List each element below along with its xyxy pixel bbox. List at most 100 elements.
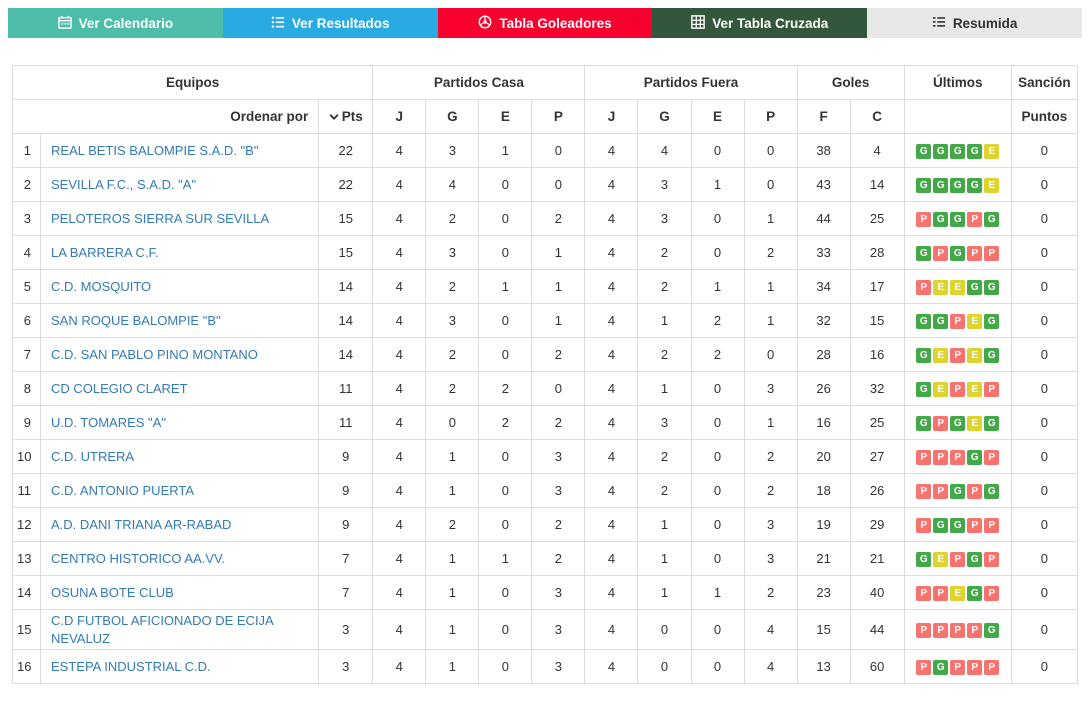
form-badge: P bbox=[967, 483, 983, 499]
header-partidos-casa: Partidos Casa bbox=[372, 65, 586, 100]
team-link[interactable]: SAN ROQUE BALOMPIE "B" bbox=[51, 312, 221, 328]
row-sanction-points: 0 bbox=[1010, 405, 1079, 440]
row-team-cell: A.D. DANI TRIANA AR-RABAD bbox=[40, 507, 320, 542]
team-link[interactable]: ESTEPA INDUSTRIAL C.D. bbox=[51, 658, 211, 674]
team-link[interactable]: SEVILLA F.C., S.A.D. "A" bbox=[51, 176, 197, 192]
row-sanction-points: 0 bbox=[1010, 575, 1079, 610]
team-link[interactable]: PELOTEROS SIERRA SUR SEVILLA bbox=[51, 210, 270, 226]
row-position: 13 bbox=[11, 541, 42, 576]
row-sanction-points: 0 bbox=[1010, 439, 1079, 474]
row-fuera-p: 1 bbox=[743, 269, 798, 304]
team-link[interactable]: C.D. MOSQUITO bbox=[51, 278, 152, 294]
row-sanction-points: 0 bbox=[1010, 608, 1079, 651]
team-link[interactable]: LA BARRERA C.F. bbox=[51, 244, 159, 260]
form-badge: E bbox=[933, 551, 949, 567]
team-link[interactable]: U.D. TOMARES "A" bbox=[51, 414, 166, 430]
row-team-cell: C.D. ANTONIO PUERTA bbox=[40, 473, 320, 508]
row-team-cell: C.D. SAN PABLO PINO MONTANO bbox=[40, 337, 320, 372]
nav-ver-tabla-cruzada-button[interactable]: Ver Tabla Cruzada bbox=[652, 8, 868, 38]
team-link[interactable]: CD COLEGIO CLARET bbox=[51, 380, 188, 396]
list-icon bbox=[271, 15, 285, 32]
header-fuera-p: P bbox=[743, 99, 798, 134]
team-link[interactable]: C.D. ANTONIO PUERTA bbox=[51, 482, 195, 498]
team-link[interactable]: OSUNA BOTE CLUB bbox=[51, 584, 174, 600]
row-points: 3 bbox=[318, 649, 374, 685]
row-sanction-points: 0 bbox=[1010, 371, 1079, 406]
team-link[interactable]: REAL BETIS BALOMPIE S.A.D. "B" bbox=[51, 142, 259, 158]
form-badge: E bbox=[950, 279, 966, 295]
row-team-cell: CD COLEGIO CLARET bbox=[40, 371, 320, 406]
row-casa-j: 4 bbox=[372, 507, 427, 542]
form-badge: P bbox=[933, 585, 949, 601]
nav-resumida-button[interactable]: Resumida bbox=[867, 8, 1082, 38]
row-fuera-e: 0 bbox=[690, 507, 745, 542]
row-goles-favor: 28 bbox=[796, 337, 851, 372]
team-link[interactable]: A.D. DANI TRIANA AR-RABAD bbox=[51, 516, 232, 532]
row-fuera-p: 2 bbox=[743, 473, 798, 508]
ball-icon bbox=[478, 15, 492, 32]
sort-pts-header[interactable]: Pts bbox=[318, 99, 374, 134]
form-badge: P bbox=[916, 483, 932, 499]
row-team-cell: U.D. TOMARES "A" bbox=[40, 405, 320, 440]
row-sanction-points: 0 bbox=[1010, 507, 1079, 542]
header-casa-g: G bbox=[425, 99, 480, 134]
table-row: 16 ESTEPA INDUSTRIAL C.D. 3 4 1 0 3 4 0 0 4 13 60 P G P… bbox=[11, 649, 1079, 685]
row-fuera-j: 4 bbox=[584, 439, 639, 474]
top-nav: Ver Calendario Ver Resultados Tabla Gole… bbox=[8, 8, 1082, 38]
form-badge: P bbox=[950, 347, 966, 363]
table-row: 11 C.D. ANTONIO PUERTA 9 4 1 0 3 4 2 0 2 18 26 P P G P G 0 bbox=[11, 473, 1079, 508]
row-position: 6 bbox=[11, 303, 42, 338]
team-link[interactable]: C.D FUTBOL AFICIONADO DE ECIJA NEVALUZ bbox=[51, 613, 274, 646]
row-position: 9 bbox=[11, 405, 42, 440]
form-badge: P bbox=[950, 659, 966, 675]
form-badge: P bbox=[984, 517, 1000, 533]
row-position: 5 bbox=[11, 269, 42, 304]
row-sanction-points: 0 bbox=[1010, 201, 1079, 236]
row-team-cell: C.D FUTBOL AFICIONADO DE ECIJA NEVALUZ bbox=[40, 608, 320, 651]
row-goles-favor: 15 bbox=[796, 608, 851, 651]
row-fuera-e: 0 bbox=[690, 608, 745, 651]
row-fuera-e: 2 bbox=[690, 303, 745, 338]
row-sanction-points: 0 bbox=[1010, 167, 1079, 202]
form-badge: E bbox=[933, 279, 949, 295]
row-casa-p: 1 bbox=[531, 269, 586, 304]
row-sanction-points: 0 bbox=[1010, 269, 1079, 304]
row-goles-contra: 26 bbox=[849, 473, 905, 508]
row-points: 22 bbox=[318, 167, 374, 202]
row-fuera-p: 4 bbox=[743, 649, 798, 685]
team-link[interactable]: C.D. SAN PABLO PINO MONTANO bbox=[51, 346, 258, 362]
row-points: 11 bbox=[318, 371, 374, 406]
row-position: 15 bbox=[11, 608, 42, 651]
team-link[interactable]: C.D. UTRERA bbox=[51, 448, 135, 464]
row-goles-favor: 34 bbox=[796, 269, 851, 304]
row-position: 10 bbox=[11, 439, 42, 474]
nav-tabla-goleadores-button[interactable]: Tabla Goleadores bbox=[437, 8, 653, 38]
row-fuera-e: 0 bbox=[690, 371, 745, 406]
row-team-cell: SEVILLA F.C., S.A.D. "A" bbox=[40, 167, 320, 202]
nav-ver-resultados-button[interactable]: Ver Resultados bbox=[222, 8, 438, 38]
row-casa-g: 3 bbox=[425, 303, 480, 338]
row-goles-contra: 28 bbox=[849, 235, 905, 270]
row-team-cell: PELOTEROS SIERRA SUR SEVILLA bbox=[40, 201, 320, 236]
team-link[interactable]: CENTRO HISTORICO AA.VV. bbox=[51, 550, 226, 566]
form-badge: G bbox=[916, 551, 932, 567]
grid-icon bbox=[691, 14, 706, 32]
form-badge: P bbox=[916, 659, 932, 675]
row-goles-contra: 16 bbox=[849, 337, 905, 372]
sub-header-row: Ordenar por Pts J G E P J G E P F C Punt… bbox=[11, 99, 1079, 134]
form-badge: E bbox=[967, 313, 983, 329]
header-fuera-e: E bbox=[690, 99, 745, 134]
form-badge: G bbox=[984, 347, 1000, 363]
nav-ver-calendario-button[interactable]: Ver Calendario bbox=[8, 8, 223, 38]
table-row: 14 OSUNA BOTE CLUB 7 4 1 0 3 4 1 1 2 23 40 P P E G P 0 bbox=[11, 575, 1079, 610]
row-goles-contra: 14 bbox=[849, 167, 905, 202]
row-fuera-p: 4 bbox=[743, 608, 798, 651]
row-casa-e: 0 bbox=[478, 575, 533, 610]
form-badge: G bbox=[933, 143, 949, 159]
row-casa-j: 4 bbox=[372, 235, 427, 270]
header-ultimos: Últimos bbox=[903, 65, 1012, 100]
summary-icon bbox=[932, 15, 946, 32]
form-badge: P bbox=[967, 211, 983, 227]
nav-button-label: Ver Resultados bbox=[291, 15, 390, 31]
